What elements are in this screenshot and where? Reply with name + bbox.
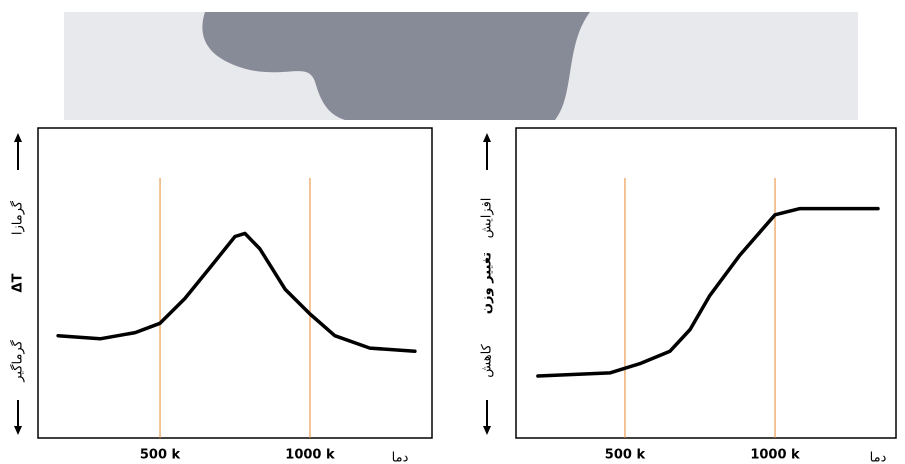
plot-frame [515, 127, 897, 439]
arrow-head [483, 426, 491, 435]
photo-shape [202, 12, 590, 120]
y-axis-label: کاهش [480, 343, 495, 377]
arrow-head [483, 133, 491, 142]
arrow-head [14, 426, 22, 435]
x-axis-label: دما [870, 451, 887, 464]
y-axis-label: تغییر وزن [480, 252, 495, 314]
data-line [536, 206, 880, 378]
x-tick-label: 500 k [605, 448, 646, 463]
arrow-head [14, 133, 22, 142]
x-tick-label: 1000 k [285, 448, 335, 463]
y-axis-label: ΔT [11, 273, 26, 292]
y-axis-label: افزایش [480, 198, 495, 239]
x-tick-label: 500 k [140, 448, 181, 463]
data-line [56, 231, 417, 353]
y-axis-label: گرمازا [10, 200, 26, 235]
x-tick-label: 1000 k [750, 448, 800, 463]
y-axis-label: گرماگیر [10, 339, 26, 382]
x-axis-label: دما [392, 451, 409, 464]
plot-frame [37, 127, 433, 439]
